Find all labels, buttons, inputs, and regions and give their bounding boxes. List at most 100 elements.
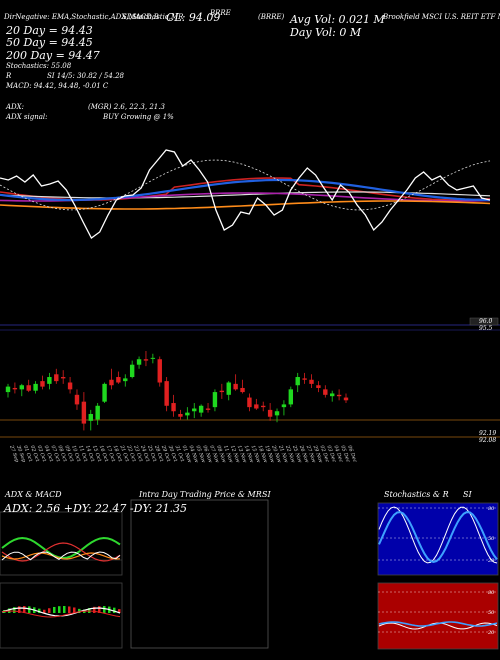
candle-body bbox=[88, 413, 93, 421]
macd-histogram-bar bbox=[58, 606, 61, 613]
macd-histogram-bar bbox=[13, 607, 16, 613]
candle-body bbox=[309, 379, 314, 384]
date-tick-label: 14 Oct bbox=[84, 445, 96, 464]
candle-body bbox=[143, 359, 149, 361]
avg-volume: Avg Vol: 0.021 M bbox=[290, 13, 385, 26]
candle-body bbox=[67, 382, 73, 390]
ema200-value: 200 Day = 94.47 bbox=[6, 49, 100, 62]
macd-histogram-bar bbox=[118, 609, 121, 613]
adx-signal-value: BUY Growing @ 1% bbox=[103, 113, 174, 121]
adx-panel-values: ADX: 2.56 +DY: 22.47 -DY: 21.35 bbox=[4, 502, 188, 515]
macd-histogram-bar bbox=[113, 607, 116, 613]
macd-histogram-bar bbox=[28, 606, 31, 613]
indicator-summary: DirNegative: EMA,Stochastic,ADX,MACD,B bbox=[4, 13, 159, 21]
r-blue-line bbox=[378, 621, 498, 627]
date-tick-label: 14 Nov bbox=[243, 445, 255, 464]
candle-body bbox=[5, 386, 11, 393]
si-value: SI 14/5: 30.82 / 54.28 bbox=[47, 72, 124, 80]
date-tick-label: 30 Oct bbox=[167, 445, 179, 464]
stoch-white-line bbox=[378, 506, 498, 564]
candle-body bbox=[157, 359, 162, 383]
si-white-line bbox=[0, 149, 491, 239]
ema-orange-line bbox=[0, 200, 491, 210]
macd-histogram-bar bbox=[53, 606, 56, 613]
candle-body bbox=[81, 401, 87, 424]
candle-body bbox=[295, 377, 300, 386]
date-tick-label: 02 Oct bbox=[29, 445, 41, 464]
candle-body bbox=[185, 412, 190, 416]
candle-body bbox=[343, 397, 349, 401]
stochastics-value: Stochastics: 55.08 bbox=[6, 62, 72, 70]
macd-histogram-bar bbox=[63, 606, 66, 613]
candle-body bbox=[336, 394, 342, 397]
candle-body bbox=[136, 359, 142, 365]
macd-histogram-bar bbox=[48, 608, 51, 613]
stoch-panel-title: Stochastics & R bbox=[384, 490, 449, 499]
intraday-si-label: SI bbox=[262, 490, 271, 499]
date-tick-label: 05 Dec bbox=[339, 445, 351, 464]
stoch-si-label: SI bbox=[463, 490, 472, 499]
date-tick-label: 15 Oct bbox=[91, 445, 103, 464]
macd-histogram-bar bbox=[43, 609, 46, 613]
candle-body bbox=[95, 405, 100, 420]
candle-body bbox=[19, 385, 24, 390]
date-tick-label: 02 Dec bbox=[319, 445, 331, 464]
macd-histogram-bar bbox=[73, 607, 76, 613]
macd-histogram-bar bbox=[38, 608, 41, 613]
candle-body bbox=[47, 377, 52, 384]
candle-body bbox=[129, 364, 135, 378]
date-tick-label: 31 Oct bbox=[174, 445, 186, 464]
adx-orange-line bbox=[1, 552, 121, 560]
date-tick-label: 12 Nov bbox=[229, 445, 241, 464]
ticker-label: BRRE bbox=[210, 9, 231, 17]
candle-body bbox=[281, 404, 287, 408]
candle-body bbox=[254, 404, 259, 409]
candle-body bbox=[164, 381, 169, 406]
candle-body bbox=[116, 377, 121, 383]
price-axis-top: 96.0 bbox=[479, 318, 493, 325]
adx-values: (MGR) 2.6, 22.3, 21.3 bbox=[88, 103, 165, 111]
price-axis-bottom: 92.19 bbox=[479, 430, 497, 437]
adx-signal-label: ADX signal: bbox=[6, 113, 48, 121]
date-tick-label: 01 Nov bbox=[181, 445, 193, 464]
si-prefix: R bbox=[6, 72, 12, 80]
date-tick-label: 03 Dec bbox=[325, 445, 337, 464]
date-tick-label: 04 Dec bbox=[332, 445, 344, 464]
date-tick-label: 03 Oct bbox=[36, 445, 48, 464]
candle-body bbox=[198, 405, 204, 413]
stoch-tick-label: 20 bbox=[487, 558, 495, 564]
candle-body bbox=[171, 403, 176, 412]
stoch-tick-label: 50 bbox=[488, 536, 495, 542]
company-name: Brookfield MSCI U.S. REIT ETF ManufaSale… bbox=[383, 13, 500, 21]
ema-blue-line bbox=[0, 178, 491, 202]
date-tick-label: 04 Oct bbox=[43, 445, 55, 464]
close-price: CL: 94.09 bbox=[166, 11, 221, 24]
date-tick-label: 08 Oct bbox=[56, 445, 68, 464]
date-tick-label: 18 Oct bbox=[112, 445, 124, 464]
date-tick-label: 06 Nov bbox=[201, 445, 213, 464]
r-tick-label: 20 bbox=[487, 630, 495, 636]
stochastics-panel bbox=[377, 502, 499, 576]
macd-signal-line bbox=[1, 610, 121, 618]
candle-body bbox=[102, 383, 107, 402]
candle-body bbox=[26, 385, 31, 391]
macd-histogram-bar bbox=[18, 606, 21, 613]
macd-histogram-bar bbox=[88, 608, 91, 613]
macd-histogram-bar bbox=[23, 606, 26, 613]
macd-value: MACD: 94.42, 94.48, -0.01 C bbox=[6, 82, 109, 90]
ema50-value: 50 Day = 94.45 bbox=[6, 36, 93, 49]
candle-body bbox=[274, 411, 280, 416]
candle-body bbox=[205, 408, 211, 410]
candle-body bbox=[247, 397, 252, 408]
candle-body bbox=[12, 387, 18, 390]
date-tick-label: 13 Nov bbox=[236, 445, 248, 464]
price-axis-bottom-2: 92.08 bbox=[479, 437, 497, 444]
ticker-label-2: (BRRE) bbox=[258, 13, 285, 21]
candle-body bbox=[219, 390, 225, 393]
date-tick-label: 09 Oct bbox=[63, 445, 75, 464]
date-tick-label: 11 Nov bbox=[222, 445, 234, 464]
price-axis-top-2: 95.5 bbox=[479, 325, 493, 332]
candle-body bbox=[33, 383, 38, 391]
stoch-dotted-line bbox=[0, 159, 491, 211]
